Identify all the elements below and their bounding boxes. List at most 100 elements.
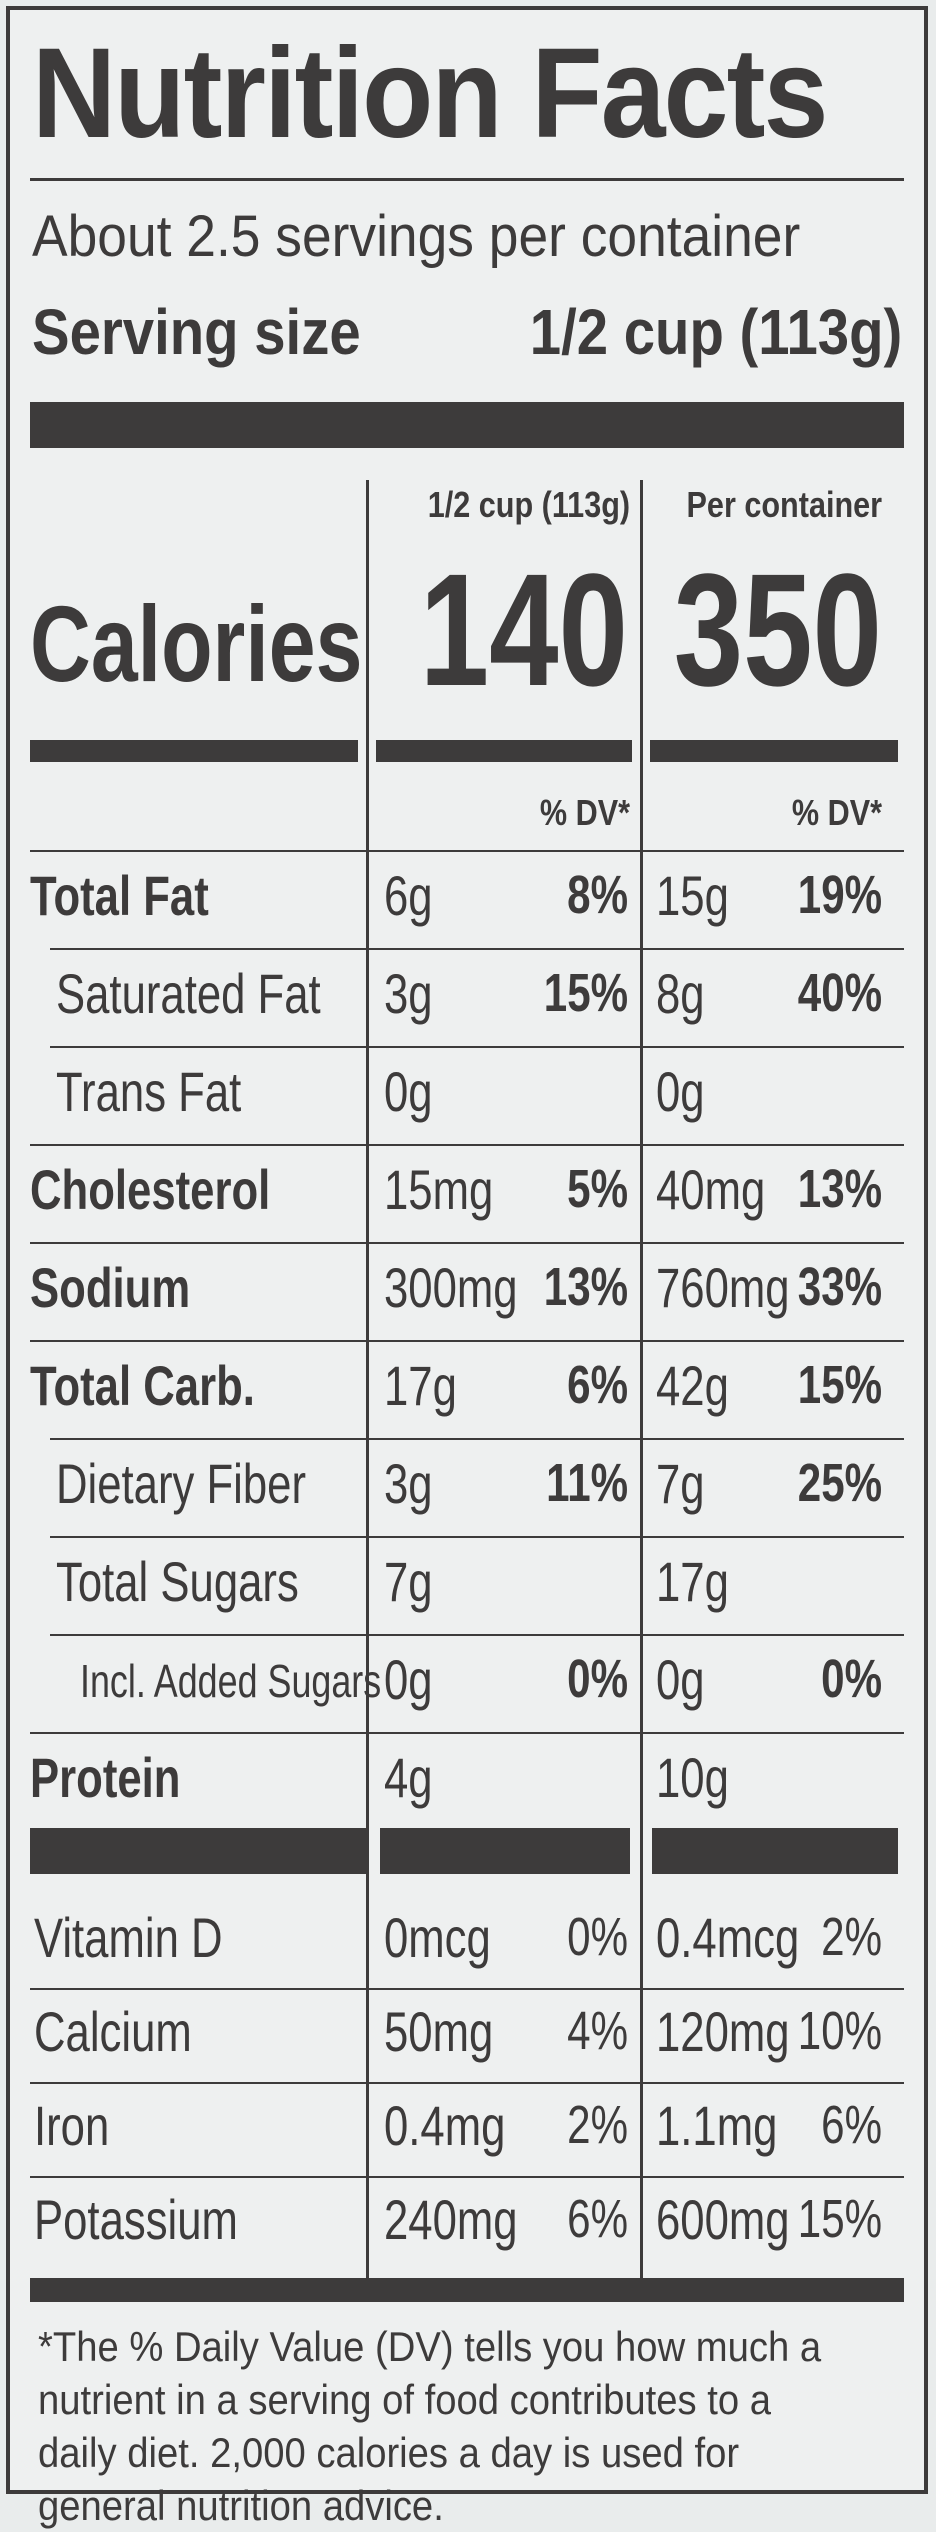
vitamin-dv-container: 6% bbox=[821, 2095, 882, 2155]
amount-per-serving: 4g bbox=[384, 1746, 433, 1809]
nutrient-name: Total Fat bbox=[30, 864, 209, 927]
dv-per-container: 25% bbox=[797, 1453, 882, 1513]
nutrient-name: Dietary Fiber bbox=[56, 1452, 307, 1515]
dv-per-container: 0% bbox=[821, 1649, 882, 1709]
nutrient-name: Cholesterol bbox=[30, 1158, 271, 1221]
row-separator bbox=[30, 1340, 904, 1342]
vitamin-amount-serving: 240mg bbox=[384, 2188, 518, 2251]
serving-thick-bar bbox=[30, 402, 904, 448]
footnote-bar bbox=[30, 2278, 904, 2302]
amount-per-serving: 6g bbox=[384, 864, 433, 927]
vitamin-separator bbox=[30, 2082, 904, 2084]
dv-per-serving: 0% bbox=[567, 1649, 628, 1709]
calories-label: Calories bbox=[30, 583, 363, 704]
vitamin-name: Calcium bbox=[34, 2000, 192, 2063]
amount-per-container: 0g bbox=[656, 1060, 705, 1123]
nutrient-name: Sodium bbox=[30, 1256, 191, 1319]
nutrient-name: Total Sugars bbox=[56, 1550, 299, 1613]
footnote: *The % Daily Value (DV) tells you how mu… bbox=[38, 2323, 822, 2529]
vitamin-dv-container: 15% bbox=[797, 2189, 882, 2249]
dv-per-container: 40% bbox=[797, 963, 882, 1023]
vitamin-dv-serving: 0% bbox=[567, 1907, 628, 1967]
row-separator bbox=[30, 1732, 904, 1734]
amount-per-serving: 17g bbox=[384, 1354, 457, 1417]
nutrient-name: Total Carb. bbox=[30, 1354, 255, 1417]
amount-per-container: 760mg bbox=[656, 1256, 790, 1319]
amount-per-serving: 0g bbox=[384, 1060, 433, 1123]
dv-per-serving: 8% bbox=[567, 865, 628, 925]
title-divider bbox=[30, 178, 904, 181]
dv-per-container: 33% bbox=[797, 1257, 882, 1317]
label-title: Nutrition Facts bbox=[32, 22, 828, 165]
nutrition-label: Nutrition Facts About 2.5 servings per c… bbox=[6, 6, 928, 2529]
dv-per-serving: 11% bbox=[546, 1453, 628, 1513]
vitamin-dv-serving: 4% bbox=[567, 2001, 628, 2061]
row-separator bbox=[50, 1438, 904, 1440]
dv-per-container: 19% bbox=[797, 865, 882, 925]
nutrient-name: Protein bbox=[30, 1746, 181, 1809]
vitamin-dv-container: 10% bbox=[797, 2001, 882, 2061]
dv-header-serving: % DV* bbox=[539, 792, 630, 833]
amount-per-serving: 7g bbox=[384, 1550, 433, 1613]
serving-size-row: Serving size 1/2 cup (113g) bbox=[32, 300, 902, 364]
vitamin-amount-container: 0.4mcg bbox=[656, 1906, 800, 1969]
nutrient-name: Trans Fat bbox=[56, 1060, 242, 1123]
row-separator bbox=[30, 1242, 904, 1244]
amount-per-container: 7g bbox=[656, 1452, 705, 1515]
calories-per-serving: 140 bbox=[419, 540, 628, 719]
dv-per-container: 13% bbox=[797, 1159, 882, 1219]
vitamin-amount-serving: 0mcg bbox=[384, 1906, 491, 1969]
amount-per-container: 42g bbox=[656, 1354, 729, 1417]
vitamin-dv-container: 2% bbox=[821, 1907, 882, 1967]
calories-per-container: 350 bbox=[673, 540, 882, 719]
row-separator bbox=[50, 948, 904, 950]
vitamin-dv-serving: 6% bbox=[567, 2189, 628, 2249]
column-divider-2 bbox=[640, 480, 643, 2278]
serving-size-label: Serving size bbox=[32, 296, 361, 368]
vitamin-separator bbox=[30, 2176, 904, 2178]
calories-bar-label bbox=[30, 740, 358, 762]
serving-size-value: 1/2 cup (113g) bbox=[529, 296, 902, 368]
vitamin-bar-container bbox=[652, 1828, 898, 1874]
column-divider-1 bbox=[366, 480, 369, 2278]
amount-per-container: 10g bbox=[656, 1746, 729, 1809]
amount-per-container: 8g bbox=[656, 962, 705, 1025]
amount-per-container: 15g bbox=[656, 864, 729, 927]
dv-per-serving: 5% bbox=[567, 1159, 628, 1219]
vitamin-amount-serving: 50mg bbox=[384, 2000, 494, 2063]
row-separator bbox=[50, 1536, 904, 1538]
nutrient-name: Incl. Added Sugars bbox=[80, 1655, 382, 1707]
amount-per-serving: 3g bbox=[384, 1452, 433, 1515]
vitamin-name: Vitamin D bbox=[34, 1906, 223, 1969]
row-separator bbox=[50, 1046, 904, 1048]
calories-bar-container bbox=[650, 740, 898, 762]
vitamin-amount-container: 120mg bbox=[656, 2000, 790, 2063]
nutrient-name: Saturated Fat bbox=[56, 962, 321, 1025]
dv-per-serving: 13% bbox=[543, 1257, 628, 1317]
row-separator bbox=[30, 850, 904, 852]
amount-per-serving: 300mg bbox=[384, 1256, 518, 1319]
dv-header-container: % DV* bbox=[791, 792, 882, 833]
vitamin-amount-container: 1.1mg bbox=[656, 2094, 778, 2157]
amount-per-container: 40mg bbox=[656, 1158, 766, 1221]
vitamin-bar-label bbox=[30, 1828, 366, 1874]
vitamin-amount-serving: 0.4mg bbox=[384, 2094, 506, 2157]
row-separator bbox=[50, 1634, 904, 1636]
amount-per-serving: 15mg bbox=[384, 1158, 494, 1221]
amount-per-serving: 0g bbox=[384, 1648, 433, 1711]
dv-per-serving: 15% bbox=[543, 963, 628, 1023]
row-separator bbox=[30, 1144, 904, 1146]
dv-per-serving: 6% bbox=[567, 1355, 628, 1415]
vitamin-amount-container: 600mg bbox=[656, 2188, 790, 2251]
vitamin-bar-serving bbox=[380, 1828, 630, 1874]
column-header-container: Per container bbox=[686, 484, 882, 525]
dv-per-container: 15% bbox=[797, 1355, 882, 1415]
calories-bar-serving bbox=[376, 740, 632, 762]
vitamin-separator bbox=[30, 1988, 904, 1990]
vitamin-dv-serving: 2% bbox=[567, 2095, 628, 2155]
vitamin-name: Potassium bbox=[34, 2188, 238, 2251]
amount-per-container: 17g bbox=[656, 1550, 729, 1613]
amount-per-serving: 3g bbox=[384, 962, 433, 1025]
column-header-serving: 1/2 cup (113g) bbox=[427, 484, 630, 525]
amount-per-container: 0g bbox=[656, 1648, 705, 1711]
